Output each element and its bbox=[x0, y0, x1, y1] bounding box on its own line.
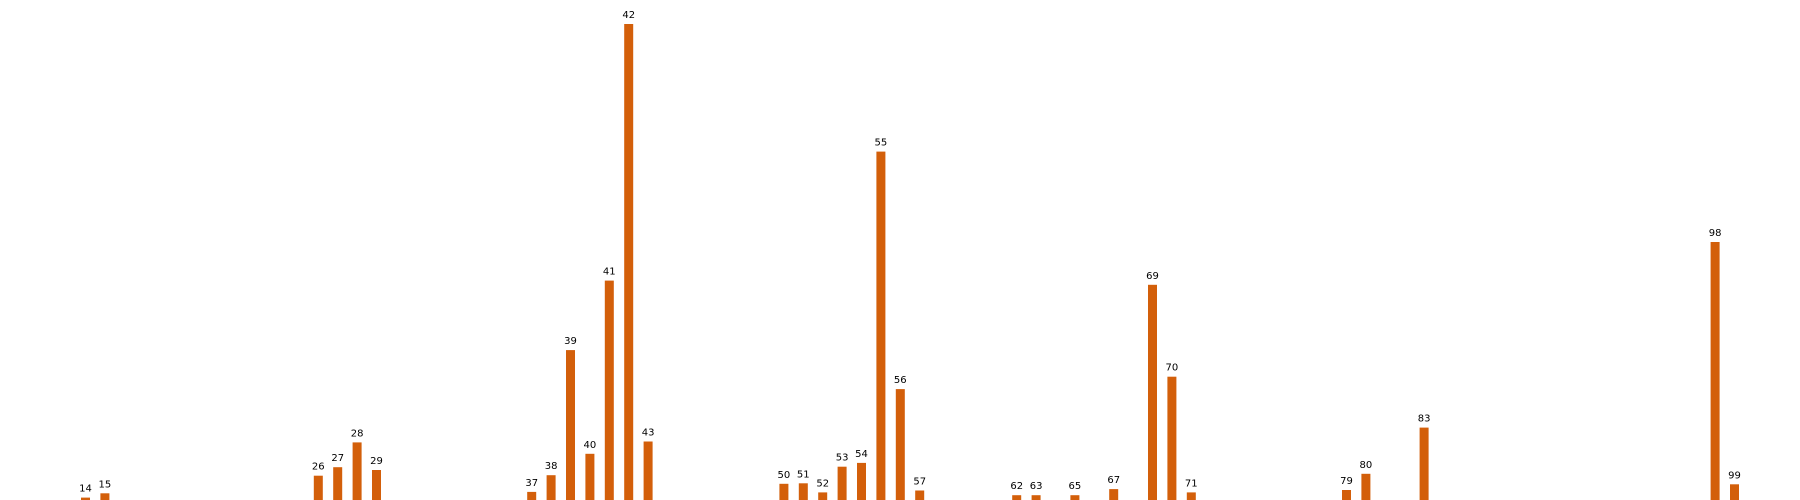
bar-label-52: 52 bbox=[816, 478, 829, 489]
bar-label-51: 51 bbox=[797, 469, 810, 480]
bar-69 bbox=[1148, 284, 1157, 500]
bar-label-14: 14 bbox=[79, 484, 92, 495]
bar-62 bbox=[1012, 495, 1022, 500]
bar-99 bbox=[1730, 484, 1739, 500]
bar-40 bbox=[585, 453, 595, 500]
bar-37 bbox=[527, 491, 537, 500]
bar-label-53: 53 bbox=[836, 453, 849, 464]
bar-label-43: 43 bbox=[642, 428, 655, 439]
bar-label-98: 98 bbox=[1709, 228, 1722, 239]
bar-54 bbox=[857, 462, 866, 500]
bar-label-38: 38 bbox=[545, 461, 558, 472]
bar-43 bbox=[643, 441, 653, 500]
bar-label-56: 56 bbox=[894, 375, 907, 386]
bar-26 bbox=[313, 475, 323, 500]
bar-label-54: 54 bbox=[855, 449, 868, 460]
bar-label-99: 99 bbox=[1728, 470, 1741, 481]
bar-71 bbox=[1186, 492, 1196, 500]
bar-80 bbox=[1361, 473, 1371, 500]
bar-28 bbox=[352, 442, 362, 500]
bar-27 bbox=[333, 467, 343, 500]
bar-label-15: 15 bbox=[99, 479, 112, 490]
bar-65 bbox=[1070, 495, 1080, 500]
bar-label-57: 57 bbox=[913, 477, 926, 488]
bar-52 bbox=[818, 492, 828, 500]
bar-51 bbox=[798, 483, 808, 500]
bar-label-50: 50 bbox=[778, 470, 791, 481]
bar-label-83: 83 bbox=[1418, 414, 1431, 425]
bar-83 bbox=[1419, 427, 1429, 500]
bar-label-55: 55 bbox=[875, 138, 888, 149]
bar-15 bbox=[100, 493, 110, 500]
bar-29 bbox=[372, 470, 381, 500]
bar-label-27: 27 bbox=[331, 453, 344, 464]
bar-42 bbox=[624, 24, 634, 500]
bar-label-63: 63 bbox=[1030, 481, 1043, 492]
bar-label-41: 41 bbox=[603, 267, 616, 278]
bar-label-37: 37 bbox=[525, 478, 538, 489]
bar-56 bbox=[895, 389, 905, 500]
bar-label-28: 28 bbox=[351, 428, 364, 439]
bar-label-69: 69 bbox=[1146, 271, 1159, 282]
bar-63 bbox=[1031, 495, 1041, 500]
bar-label-70: 70 bbox=[1166, 363, 1179, 374]
bar-label-71: 71 bbox=[1185, 478, 1198, 489]
bar-39 bbox=[566, 350, 575, 500]
bar-79 bbox=[1342, 490, 1351, 500]
bar-label-42: 42 bbox=[622, 10, 635, 21]
bar-57 bbox=[915, 490, 925, 500]
bar-label-26: 26 bbox=[312, 462, 325, 473]
bar-53 bbox=[837, 466, 847, 500]
bar-67 bbox=[1109, 489, 1119, 500]
bar-label-39: 39 bbox=[564, 336, 577, 347]
bar-label-79: 79 bbox=[1340, 476, 1353, 487]
bar-70 bbox=[1167, 376, 1177, 500]
bar-label-62: 62 bbox=[1010, 481, 1023, 492]
bar-38 bbox=[546, 475, 556, 500]
bar-14 bbox=[81, 497, 90, 500]
bar-98 bbox=[1710, 242, 1720, 500]
bar-label-80: 80 bbox=[1360, 460, 1373, 471]
bar-label-29: 29 bbox=[370, 456, 383, 467]
bar-55 bbox=[876, 151, 886, 500]
bar-50 bbox=[779, 483, 789, 500]
bar-label-67: 67 bbox=[1107, 475, 1120, 486]
bar-41 bbox=[604, 280, 614, 500]
bar-label-40: 40 bbox=[584, 440, 597, 451]
bar-label-65: 65 bbox=[1069, 481, 1082, 492]
